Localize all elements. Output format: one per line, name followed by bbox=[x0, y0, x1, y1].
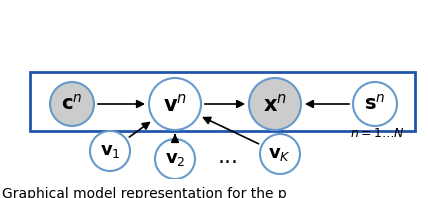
Text: $\mathbf{v}_{K}$: $\mathbf{v}_{K}$ bbox=[268, 145, 291, 163]
Text: $\mathbf{c}^{\mathit{n}}$: $\mathbf{c}^{\mathit{n}}$ bbox=[61, 94, 83, 114]
Text: $\mathbf{s}^{\mathit{n}}$: $\mathbf{s}^{\mathit{n}}$ bbox=[364, 94, 386, 114]
Text: $\mathbf{v}_{1}$: $\mathbf{v}_{1}$ bbox=[100, 142, 120, 160]
Text: $\mathbf{v}_{2}$: $\mathbf{v}_{2}$ bbox=[165, 150, 185, 168]
Circle shape bbox=[149, 78, 201, 130]
Text: $\mathbf{v}^{\mathit{n}}$: $\mathbf{v}^{\mathit{n}}$ bbox=[163, 93, 187, 115]
Text: ...: ... bbox=[217, 147, 238, 167]
Text: $\mathbf{x}^{\mathit{n}}$: $\mathbf{x}^{\mathit{n}}$ bbox=[263, 93, 287, 115]
Circle shape bbox=[260, 134, 300, 174]
Circle shape bbox=[155, 139, 195, 179]
Circle shape bbox=[249, 78, 301, 130]
Circle shape bbox=[90, 131, 130, 171]
Circle shape bbox=[50, 82, 94, 126]
Circle shape bbox=[353, 82, 397, 126]
Text: Graphical model representation for the p: Graphical model representation for the p bbox=[2, 187, 287, 198]
Text: $n = 1 \ldots N$: $n = 1 \ldots N$ bbox=[350, 127, 405, 140]
